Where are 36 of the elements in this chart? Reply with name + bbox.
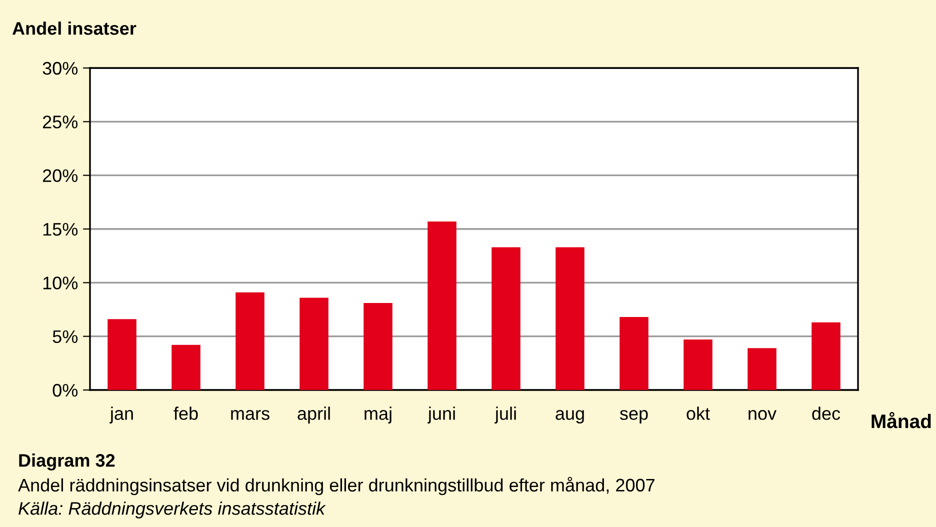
x-tick-label: juni — [428, 406, 455, 424]
bar — [364, 303, 392, 390]
x-tick-label: aug — [556, 410, 584, 424]
x-tick-label: feb — [174, 406, 198, 420]
bar — [812, 322, 840, 390]
x-tick-label: maj — [364, 406, 392, 424]
x-tick-label: sep — [620, 410, 648, 424]
bar — [172, 344, 200, 390]
y-axis-title: Andel insatser — [12, 22, 136, 35]
x-axis-title: Månad — [872, 412, 931, 428]
x-tick-label: nov — [748, 410, 776, 420]
y-tick-label: 20% — [42, 169, 78, 182]
x-tick-label: juli — [494, 406, 516, 424]
x-tick-label: mars — [231, 410, 270, 420]
x-tick-label: dec — [812, 406, 840, 420]
text: Andel räddningsinsatser vid drunkning eller drunkningstillbud efter månad, 2007 — [18, 476, 654, 496]
y-tick-label: 30% — [42, 62, 78, 75]
y-tick-label: 5% — [52, 330, 78, 344]
bar — [620, 317, 648, 390]
bar — [556, 247, 584, 390]
text: Diagram 32 — [19, 454, 115, 470]
bar — [428, 221, 456, 390]
x-tick-label: okt — [686, 406, 710, 420]
bar — [748, 348, 776, 390]
bar — [108, 319, 136, 390]
y-tick-label: 15% — [43, 223, 78, 236]
bar — [236, 292, 264, 390]
y-tick-label: 0% — [52, 384, 78, 397]
text: Källa: Räddningsverkets insatsstatistik — [18, 502, 326, 518]
bar — [492, 247, 520, 390]
x-tick-label: april — [298, 406, 330, 424]
y-tick-label: 10% — [43, 276, 78, 290]
bar — [300, 298, 328, 390]
y-tick-label: 25% — [42, 116, 78, 128]
x-tick-label: jan — [110, 406, 133, 424]
bar — [684, 340, 712, 390]
